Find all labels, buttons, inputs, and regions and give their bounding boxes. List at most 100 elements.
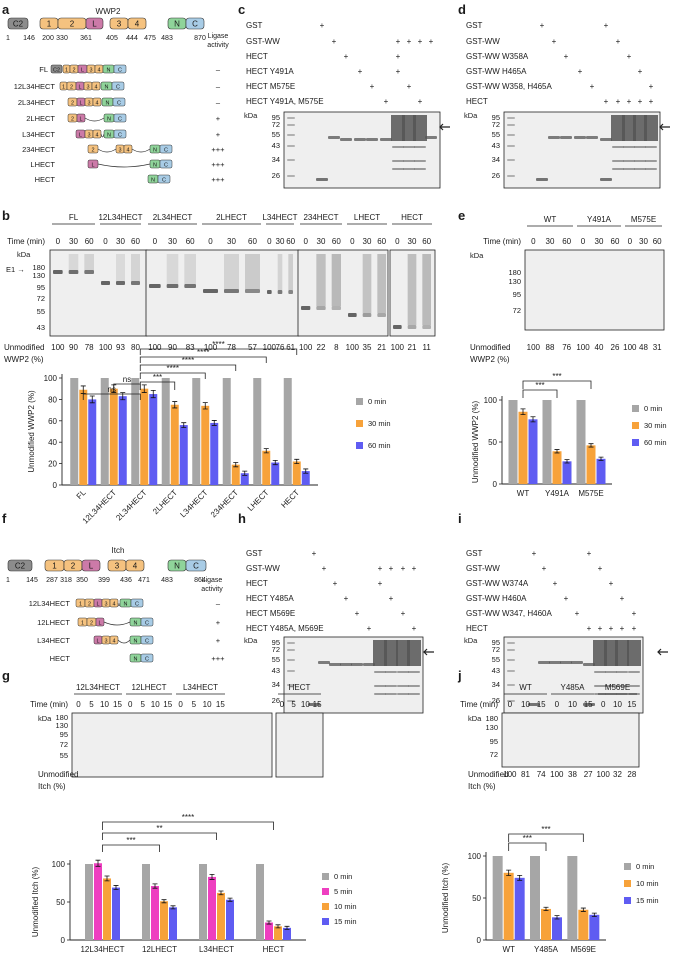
errorbar-b-4-2 — [211, 420, 217, 426]
gel-c-row-1: GST-WW — [246, 37, 280, 46]
construct-domain-label: N — [151, 178, 155, 184]
gel-d-ww-band — [548, 136, 560, 139]
gel-b-group-label-0: FL — [69, 213, 79, 222]
gel-b-group-label-4: L34HECT — [262, 213, 297, 222]
gel-c-minor-band — [414, 168, 426, 170]
bar-b-7-2 — [301, 471, 310, 485]
gel-b-band — [224, 289, 239, 293]
bar-b-1-1 — [109, 388, 118, 485]
gel-g-time-0-1: 5 — [89, 700, 94, 709]
gel-j-marker-0: 180 — [485, 714, 498, 723]
residue-a-5: 405 — [106, 35, 118, 42]
panel-label-f: f — [2, 511, 7, 526]
gel-b-band — [166, 284, 179, 288]
legend-label-j-0: 0 min — [636, 862, 654, 871]
domain-label-L-a: L — [92, 20, 97, 29]
gel-d-marker-4: 34 — [492, 155, 500, 164]
residue-a-3: 330 — [56, 35, 68, 42]
gel-j-time-0-1: 10 — [521, 700, 530, 709]
gel-j-kda: kDa — [468, 714, 482, 723]
construct-name: HECT — [35, 175, 56, 184]
gel-d-row-5: HECT — [466, 97, 488, 106]
gel-b-unmod-6-1: 35 — [363, 343, 372, 352]
construct-linker — [117, 639, 131, 644]
construct-domain-C — [113, 113, 127, 123]
chart-y-tick-label: 100 — [468, 852, 482, 861]
chart-g: 0 50 100 Unmodified Itch (%) 12L34HECT 12LHEC… — [31, 813, 357, 954]
gel-d-minor-band — [645, 160, 657, 162]
legend-swatch-g-0 — [322, 873, 329, 880]
legend-swatch-j-0 — [624, 863, 631, 870]
ligase-activity: – — [216, 82, 221, 91]
gel-d-complex — [633, 115, 647, 141]
gel-b-time-6-2: 60 — [377, 237, 386, 246]
sig-b-1-label: ns — [123, 375, 131, 384]
gel-b-unmod-2-0: 100 — [148, 343, 162, 352]
gel-e-unmod-0-1: 88 — [546, 343, 555, 352]
gel-j-unmod-2-1: 32 — [613, 770, 622, 779]
construct-domain-label: C — [117, 101, 121, 107]
gel-h-row-4: HECT M569E — [246, 609, 295, 618]
gel-i-plus: + — [598, 624, 603, 633]
panel-label-a: a — [2, 2, 10, 17]
gel-h-complex — [407, 640, 421, 666]
domain-C-f — [185, 559, 207, 572]
chart-y-tick-label: 0 — [61, 936, 66, 945]
gel-d-ww-band — [586, 136, 598, 139]
construct-a-2: 2L34HECT 2 L 3 4 N C – — [18, 97, 221, 107]
gel-g-marker-0: 180 — [55, 713, 68, 722]
errorbar-b-2-2 — [150, 390, 156, 399]
bar-j-0-1 — [503, 872, 514, 940]
gel-h-marker-2: 55 — [272, 655, 280, 664]
gel-b-group-label-7: HECT — [401, 213, 423, 222]
construct-domain-C — [130, 598, 144, 608]
chart-j: 0 50 100 Unmodified Itch (%) WT Y485A M569E 0 m… — [441, 825, 659, 954]
gel-j-time-2-2: 15 — [627, 700, 636, 709]
sig-g-1 — [102, 832, 217, 840]
gel-b-band — [348, 313, 357, 317]
gel-h-marker-5: 26 — [272, 696, 280, 705]
ligase-activity: – — [216, 599, 221, 608]
gel-c-ww-band — [425, 136, 437, 139]
errorbar-b-3-2 — [181, 422, 187, 428]
gel-b-band — [422, 325, 431, 329]
sig-g-0 — [102, 844, 160, 852]
domain-label-4-f: 4 — [133, 562, 138, 571]
gel-j-time-label: Time (min) — [460, 700, 498, 709]
panel-label-j: j — [457, 668, 462, 683]
domain-label-C-f: C — [193, 562, 199, 571]
ligase-activity: +++ — [211, 160, 225, 169]
construct-linker — [97, 148, 117, 153]
bar-b-6-0 — [253, 378, 262, 485]
chart-x-label-0: 12L34HECT — [80, 945, 124, 954]
gel-h-ladder — [287, 649, 295, 651]
gel-b-marker-3: 72 — [37, 294, 45, 303]
construct-linker — [100, 133, 105, 138]
gel-e-kda: kDa — [470, 251, 484, 260]
construct-domain-C — [111, 81, 125, 91]
gel-i-minor-band — [605, 685, 617, 687]
gel-e-unmod-2-2: 31 — [653, 343, 662, 352]
bar-b-4-1 — [201, 405, 210, 485]
construct-domain-label: 2 — [71, 101, 74, 107]
gel-d-plus: + — [638, 97, 643, 106]
domain-bar-f: C2 1 2 L 3 4 N C — [7, 559, 207, 572]
construct-domain-label: L — [78, 85, 81, 91]
errorbar-b-7-1 — [294, 458, 300, 464]
gel-d-marker-0: 95 — [492, 113, 500, 122]
gel-i-plus: + — [553, 579, 558, 588]
gel-j-time-1-1: 10 — [568, 700, 577, 709]
gel-d-hect-band — [600, 138, 612, 141]
gel-h-kda: kDa — [244, 636, 258, 645]
gel-b-unmod-5-0: 100 — [299, 343, 313, 352]
gel-i-marker-3: 43 — [492, 666, 500, 675]
construct-name: L34HECT — [22, 130, 55, 139]
errorbar-b-2-1 — [141, 384, 147, 393]
gel-i-gst-band — [528, 703, 540, 706]
gel-b-band — [131, 281, 140, 285]
construct-name: 2LHECT — [26, 114, 55, 123]
gel-i-row-2: GST-WW W374A — [466, 579, 529, 588]
gel-b-unmod-2-2: 83 — [186, 343, 195, 352]
ligase-activity: + — [216, 618, 221, 627]
gel-b-time-5-2: 60 — [332, 237, 341, 246]
